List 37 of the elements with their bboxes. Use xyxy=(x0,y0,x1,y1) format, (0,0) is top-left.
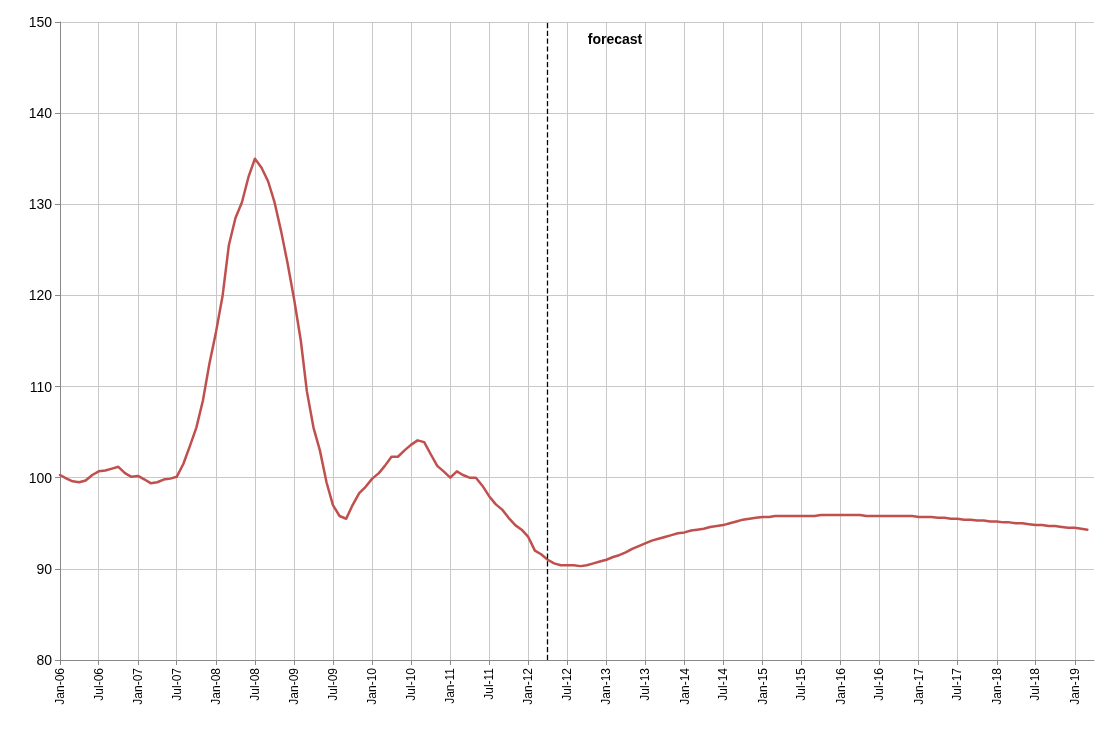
x-tick-label: Jan-08 xyxy=(209,667,224,705)
y-tick-label: 110 xyxy=(29,378,53,395)
x-tick-label: Jan-11 xyxy=(443,667,458,704)
x-tick-label: Jan-18 xyxy=(989,667,1004,705)
y-tick-label: 130 xyxy=(28,196,53,213)
x-tick-label: Jul-18 xyxy=(1028,667,1043,701)
y-tick-label: 100 xyxy=(28,469,53,486)
x-tick-label: Jul-06 xyxy=(91,667,106,701)
y-tick-label: 120 xyxy=(28,287,53,304)
x-tick-label: Jul-13 xyxy=(638,667,653,701)
x-tick-label: Jul-15 xyxy=(794,667,809,701)
x-tick-label: Jul-12 xyxy=(560,667,575,701)
x-tick-label: Jan-12 xyxy=(521,667,536,705)
x-tick-label: Jul-09 xyxy=(325,667,340,701)
x-tick-label: Jan-19 xyxy=(1067,667,1082,705)
x-tick-label: Jan-13 xyxy=(599,667,614,705)
x-tick-label: Jan-06 xyxy=(53,667,67,705)
y-tick-label: 80 xyxy=(36,652,53,668)
x-tick-label: Jul-16 xyxy=(872,667,887,701)
x-tick-label: Jan-09 xyxy=(287,667,302,705)
y-tick-label: 90 xyxy=(36,560,53,577)
x-tick-label: Jan-16 xyxy=(833,667,848,705)
x-tick-label: Jul-10 xyxy=(403,667,418,701)
x-tick-label: Jan-15 xyxy=(755,667,770,705)
x-tick-label: Jul-08 xyxy=(247,667,262,701)
annotation: forecast xyxy=(587,31,643,47)
y-tick-label: 150 xyxy=(28,14,53,30)
x-tick-label: Jan-14 xyxy=(677,667,692,705)
y-tick-label: 140 xyxy=(28,105,53,122)
x-tick-label: Jan-07 xyxy=(131,667,146,705)
x-tick-label: Jul-14 xyxy=(716,667,731,701)
x-tick-label: Jul-17 xyxy=(950,667,965,701)
x-tick-label: Jan-10 xyxy=(365,667,380,705)
x-tick-label: Jul-11 xyxy=(481,667,496,700)
line-series xyxy=(58,157,1089,568)
x-tick-label: Jan-17 xyxy=(911,667,926,705)
x-tick-label: Jul-07 xyxy=(169,667,184,701)
